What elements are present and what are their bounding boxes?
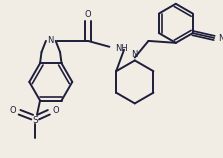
- Text: NH: NH: [115, 44, 128, 53]
- Text: O: O: [52, 106, 59, 115]
- Text: O: O: [9, 106, 16, 115]
- Text: S: S: [32, 115, 38, 125]
- Text: N: N: [218, 34, 223, 43]
- Text: O: O: [85, 10, 91, 19]
- Text: N: N: [47, 36, 54, 45]
- Text: N: N: [132, 50, 138, 59]
